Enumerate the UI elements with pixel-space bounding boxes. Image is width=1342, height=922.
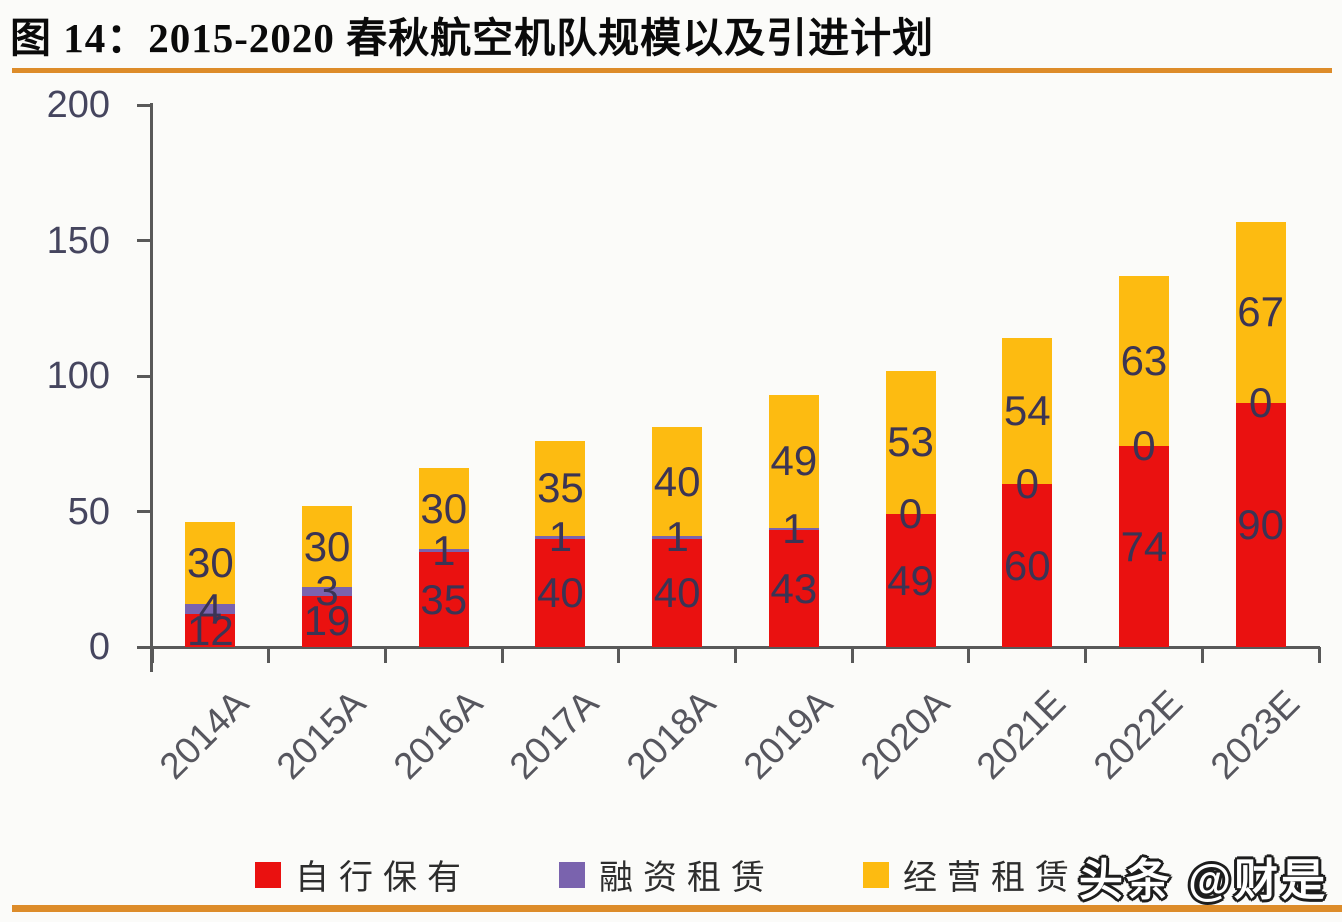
data-label: 0: [898, 490, 923, 538]
bar-segment-2021E: [1002, 338, 1053, 485]
x-tick-mark: [617, 647, 621, 663]
data-label: 12: [186, 606, 234, 654]
chart-legend: 自行保有 融资租赁 经营租赁: [255, 850, 1079, 899]
x-tick-mark: [734, 647, 737, 663]
legend-label: 经营租赁: [903, 859, 1079, 897]
data-label: 19: [303, 597, 351, 645]
y-tick-mark: [137, 510, 152, 513]
data-label: 53: [887, 418, 934, 466]
x-tick-mark: [850, 647, 854, 663]
data-label: 4: [198, 585, 223, 633]
bar-segment-2023E: [1235, 403, 1286, 647]
bar-segment-2020A: [885, 514, 936, 647]
bar-segment-2015A: [302, 506, 353, 588]
data-label: 30: [420, 484, 468, 532]
data-label: 35: [537, 464, 584, 512]
watermark-text: 头条 @财是: [1078, 856, 1328, 905]
data-label: 90: [1237, 501, 1284, 549]
bar-segment-2016A: [418, 549, 469, 553]
data-label: 67: [1237, 288, 1284, 336]
data-label: 30: [186, 538, 234, 586]
data-label: 35: [420, 575, 468, 623]
bar-segment-2014A: [185, 603, 236, 615]
legend-item: 融资租赁: [559, 850, 775, 899]
data-label: 1: [432, 526, 456, 574]
bottom-rule: [12, 905, 1342, 912]
x-tick-mark: [1317, 647, 1321, 663]
legend-label: 自行保有: [295, 859, 471, 897]
y-tick-label: 0: [88, 626, 110, 668]
data-label: 30: [303, 522, 351, 570]
bar-segment-2019A: [768, 530, 819, 647]
data-label: 60: [1003, 541, 1051, 589]
data-label: 3: [315, 567, 339, 615]
bar-segment-2015A: [302, 595, 353, 647]
legend-label: 融资租赁: [599, 859, 775, 897]
data-label: 1: [665, 513, 689, 561]
legend-item: 自行保有: [255, 850, 471, 899]
data-label: 43: [770, 564, 818, 612]
data-label: 63: [1120, 337, 1168, 385]
x-tick-mark: [1084, 647, 1088, 663]
data-label: 0: [1015, 460, 1039, 508]
bar-segment-2022E: [1118, 275, 1169, 447]
y-tick-mark: [137, 374, 152, 378]
x-tick-mark: [1200, 647, 1204, 663]
y-tick-mark: [137, 103, 152, 107]
legend-item: 经营租赁: [863, 850, 1079, 899]
bar-segment-2020A: [885, 370, 936, 515]
bar-segment-2017A: [535, 538, 586, 647]
y-axis-line: [150, 103, 153, 672]
data-label: 49: [887, 556, 934, 604]
y-tick-mark: [137, 239, 152, 242]
bar-segment-2022E: [1118, 446, 1169, 647]
bar-segment-2018A: [652, 427, 703, 536]
x-tick-mark: [150, 647, 154, 663]
y-tick-label: 50: [67, 490, 110, 533]
data-label: 1: [782, 505, 806, 553]
legend-swatch-icon: [863, 861, 889, 888]
y-tick-label: 100: [46, 355, 110, 397]
y-tick-label: 150: [46, 219, 110, 262]
bar-segment-2023E: [1235, 221, 1286, 404]
data-label: 0: [1132, 422, 1156, 470]
data-label: 40: [653, 457, 701, 505]
data-label: 54: [1003, 387, 1051, 435]
bar-segment-2018A: [652, 538, 703, 647]
data-label: 40: [537, 568, 584, 616]
data-label: 1: [548, 513, 573, 561]
bar-segment-2016A: [418, 552, 469, 647]
bar-segment-2019A: [768, 527, 819, 531]
bar-segment-2014A: [185, 522, 236, 604]
bar-segment-2017A: [535, 441, 586, 536]
data-label: 0: [1248, 379, 1273, 427]
legend-swatch-icon: [255, 861, 281, 888]
x-tick-mark: [967, 647, 971, 663]
y-tick-mark: [137, 645, 152, 649]
bar-segment-2017A: [535, 535, 586, 539]
x-tick-mark: [500, 647, 504, 663]
bar-segment-2019A: [768, 394, 819, 528]
bar-segment-2021E: [1002, 484, 1053, 647]
y-tick-label: 200: [46, 84, 110, 126]
title-underline-rule: [12, 68, 1332, 73]
legend-swatch-icon: [559, 861, 585, 888]
bar-segment-2015A: [302, 587, 353, 596]
bar-segment-2014A: [185, 614, 236, 647]
data-label: 40: [653, 568, 701, 616]
figure-title: 图 14：2015-2020 春秋航空机队规模以及引进计划: [10, 15, 935, 61]
data-label: 74: [1120, 522, 1168, 570]
bar-segment-2016A: [418, 468, 469, 550]
data-label: 49: [770, 437, 818, 485]
x-tick-mark: [267, 647, 271, 663]
x-tick-mark: [383, 647, 387, 663]
bar-segment-2018A: [652, 535, 703, 539]
